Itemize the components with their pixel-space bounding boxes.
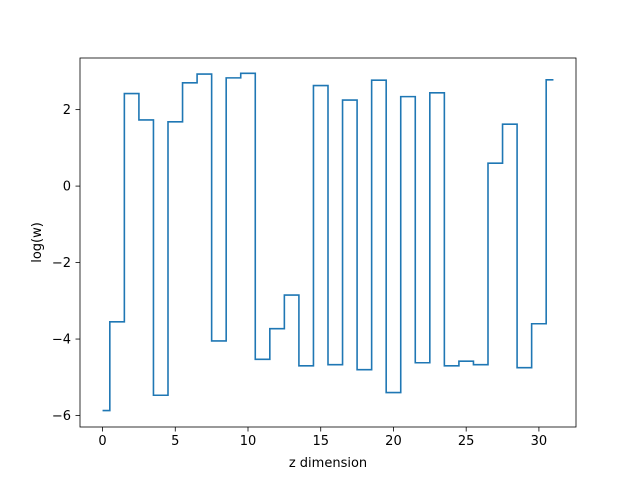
x-tick-label: 20 bbox=[385, 434, 402, 449]
x-axis-label: z dimension bbox=[289, 456, 367, 471]
x-tick-label: 30 bbox=[531, 434, 548, 449]
x-tick-label: 10 bbox=[240, 434, 257, 449]
x-tick-label: 25 bbox=[458, 434, 475, 449]
y-tick-label: 0 bbox=[63, 180, 71, 195]
axes-frame bbox=[79, 57, 577, 428]
x-tick-label: 0 bbox=[98, 434, 106, 449]
x-tick-label: 15 bbox=[312, 434, 329, 449]
series-step-line bbox=[102, 72, 554, 412]
axes-spines bbox=[79, 57, 577, 428]
x-axis: 0 5 10 15 20 25 30 bbox=[98, 427, 547, 449]
x-tick-label: 5 bbox=[171, 434, 179, 449]
y-tick-label: −4 bbox=[52, 333, 71, 348]
y-tick-label: −2 bbox=[52, 256, 71, 271]
series-layer bbox=[102, 72, 554, 412]
y-tick-label: −6 bbox=[52, 409, 71, 424]
y-tick-label: 2 bbox=[63, 103, 71, 118]
y-axis-label: log(w) bbox=[30, 222, 45, 263]
y-axis: −6 −4 −2 0 2 bbox=[52, 103, 80, 424]
